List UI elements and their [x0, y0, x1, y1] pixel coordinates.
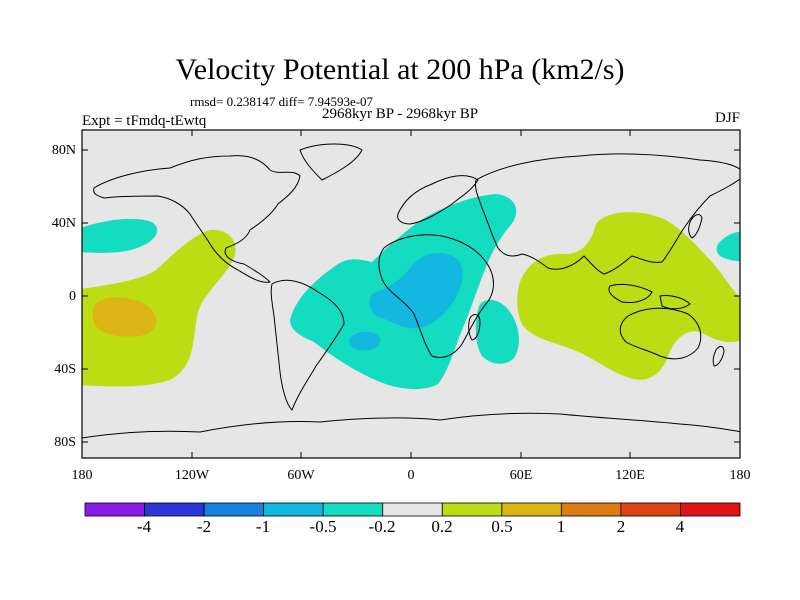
colorbar-swatch [441, 502, 503, 517]
experiment-label: Expt = tFmdq-tEwtq [82, 113, 207, 129]
colorbar-label: 2 [617, 517, 626, 536]
lat-label: 40S [54, 362, 76, 377]
season-label: DJF [714, 110, 740, 126]
lon-label: 120E [615, 468, 645, 483]
new-zealand-coast [712, 345, 725, 367]
lon-axis-labels: 180 120W 60W 0 60E 120E 180 [72, 468, 751, 483]
contour-region [475, 299, 519, 364]
antarctica-coast [82, 412, 740, 439]
contour-region [369, 253, 463, 329]
colorbar-swatch [203, 502, 265, 517]
madagascar-coast [468, 314, 481, 341]
colorbar-swatch [322, 502, 384, 517]
lat-label: 40N [52, 216, 76, 231]
lat-label: 0 [69, 289, 76, 304]
colorbar-swatch [382, 502, 443, 517]
coastlines [82, 143, 740, 439]
lon-label: 60E [510, 468, 533, 483]
contour-region [82, 218, 158, 253]
colorbar-label: -4 [137, 517, 152, 536]
japan-coast [688, 214, 703, 239]
period-label: 2968kyr BP - 2968kyr BP [322, 106, 479, 122]
colorbar-label: 0.2 [431, 517, 452, 536]
lon-label: 60W [287, 468, 315, 483]
colorbar-swatch [144, 502, 205, 517]
colorbar-swatch [620, 502, 681, 517]
colorbar-label: 1 [557, 517, 566, 536]
australia-coast [619, 307, 702, 360]
south-america-coast [270, 279, 345, 411]
lat-label: 80N [52, 143, 76, 158]
lon-label: 120W [175, 468, 210, 483]
north-america-coast [93, 155, 301, 283]
stats-label: rmsd= 0.238147 diff= 7.94593e-07 [190, 94, 374, 109]
contour-region [82, 229, 236, 387]
colorbar [84, 502, 741, 517]
africa-coast [378, 234, 494, 358]
colorbar-label: 4 [676, 517, 685, 536]
lat-axis-labels: 80N 40N 0 40S 80S [52, 143, 76, 450]
lon-label: 180 [730, 468, 751, 483]
lat-label: 80S [54, 435, 76, 450]
contour-region [716, 231, 740, 262]
contour-fill-layer [82, 194, 740, 390]
maritime-continent-coast [608, 283, 691, 310]
colorbar-swatch [84, 502, 145, 517]
europe-coast [397, 175, 479, 225]
colorbar-swatch [263, 502, 324, 517]
contour-region [517, 212, 740, 380]
colorbar-label: -0.2 [369, 517, 396, 536]
colorbar-label: 0.5 [491, 517, 512, 536]
colorbar-labels: -4 -2 -1 -0.5 -0.2 0.2 0.5 1 2 4 [137, 517, 685, 536]
colorbar-label: -1 [256, 517, 270, 536]
plot-title: Velocity Potential at 200 hPa (km2/s) [175, 53, 625, 86]
colorbar-swatch [680, 502, 741, 517]
colorbar-label: -2 [197, 517, 211, 536]
lon-label: 0 [408, 468, 415, 483]
colorbar-swatch [501, 502, 562, 517]
axis-ticks [81, 130, 741, 458]
greenland-coast [299, 143, 363, 181]
lon-label: 180 [72, 468, 93, 483]
contour-region [92, 297, 157, 337]
asia-coast [475, 153, 740, 275]
colorbar-label: -0.5 [310, 517, 337, 536]
contour-region [349, 331, 381, 351]
colorbar-swatch [560, 502, 622, 517]
